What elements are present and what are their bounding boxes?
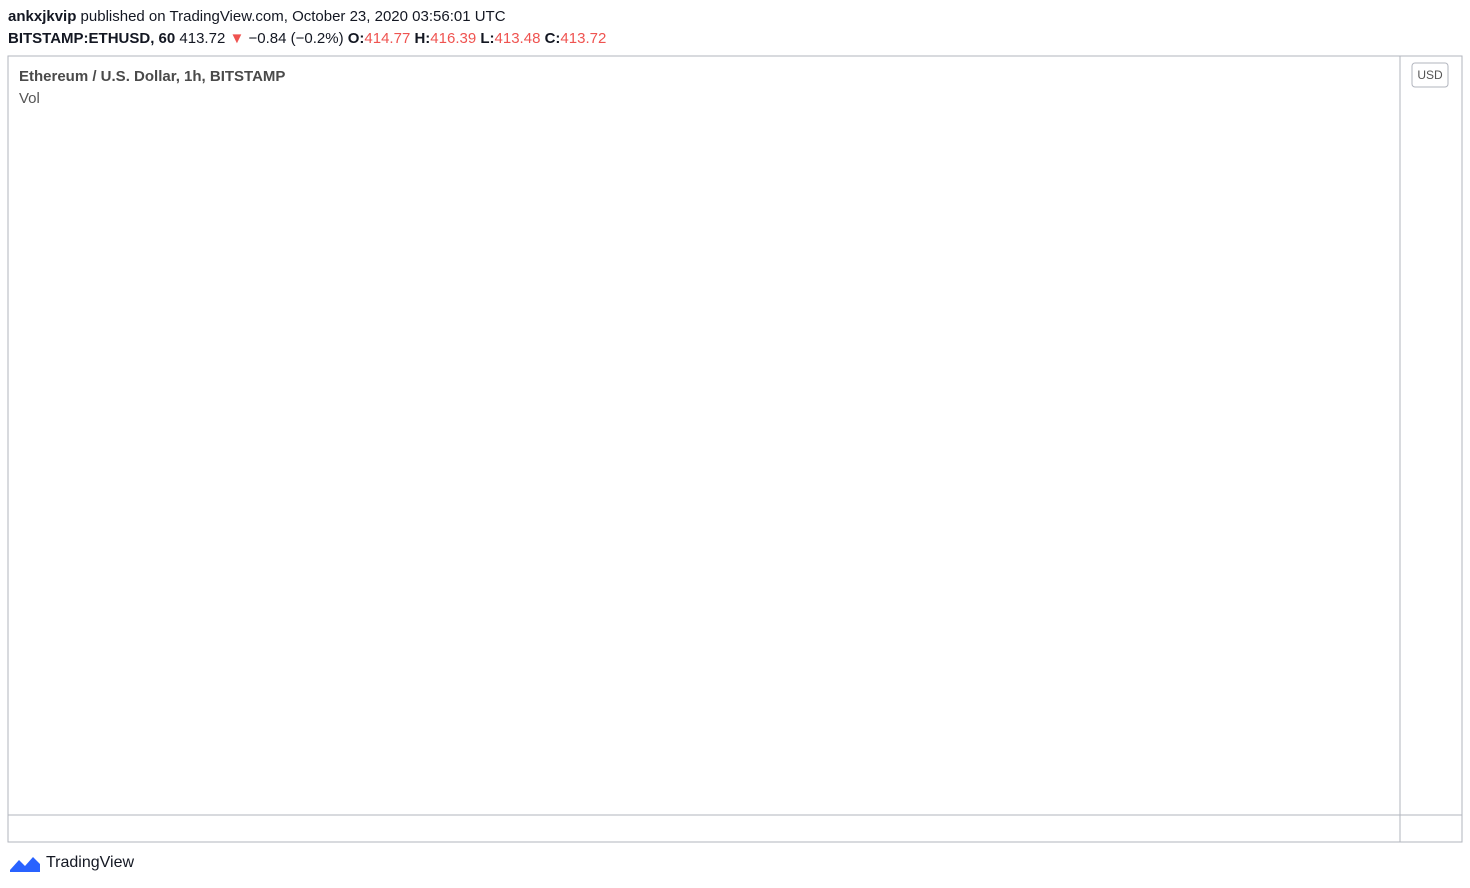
- l-value: 413.48: [494, 30, 541, 47]
- logo: [10, 857, 40, 872]
- c-value: 413.72: [560, 30, 607, 47]
- c-label: C:: [544, 30, 561, 47]
- symbol: BITSTAMP:ETHUSD, 60: [8, 30, 176, 47]
- h-label: H:: [414, 30, 431, 47]
- change: −0.84 (−0.2%): [248, 30, 344, 47]
- last: 413.72: [179, 30, 226, 47]
- author: ankxjkvip: [8, 8, 77, 25]
- l-label: L:: [480, 30, 495, 47]
- chart-title: Ethereum / U.S. Dollar, 1h, BITSTAMP: [19, 68, 285, 85]
- chart-frame: [7, 55, 1463, 843]
- footer: TradingView: [8, 852, 134, 874]
- arrow: ▼: [229, 30, 245, 47]
- o-value: 414.77: [364, 30, 411, 47]
- header: ankxjkvip published on TradingView.com, …: [8, 6, 606, 50]
- currency: USD: [1417, 68, 1443, 82]
- o-label: O:: [347, 30, 365, 47]
- quote-line: BITSTAMP:ETHUSD, 60 413.72 ▼ −0.84 (−0.2…: [8, 28, 606, 50]
- published: published on TradingView.com, October 23…: [80, 8, 506, 25]
- publish-line: ankxjkvip published on TradingView.com, …: [8, 6, 606, 28]
- chart: Ethereum / U.S. Dollar, 1h, BITSTAMP Vol…: [7, 55, 1463, 843]
- brand: TradingView: [46, 854, 135, 871]
- currency-box[interactable]: [1411, 62, 1449, 88]
- h-value: 416.39: [430, 30, 477, 47]
- volume-label: Vol: [19, 90, 40, 107]
